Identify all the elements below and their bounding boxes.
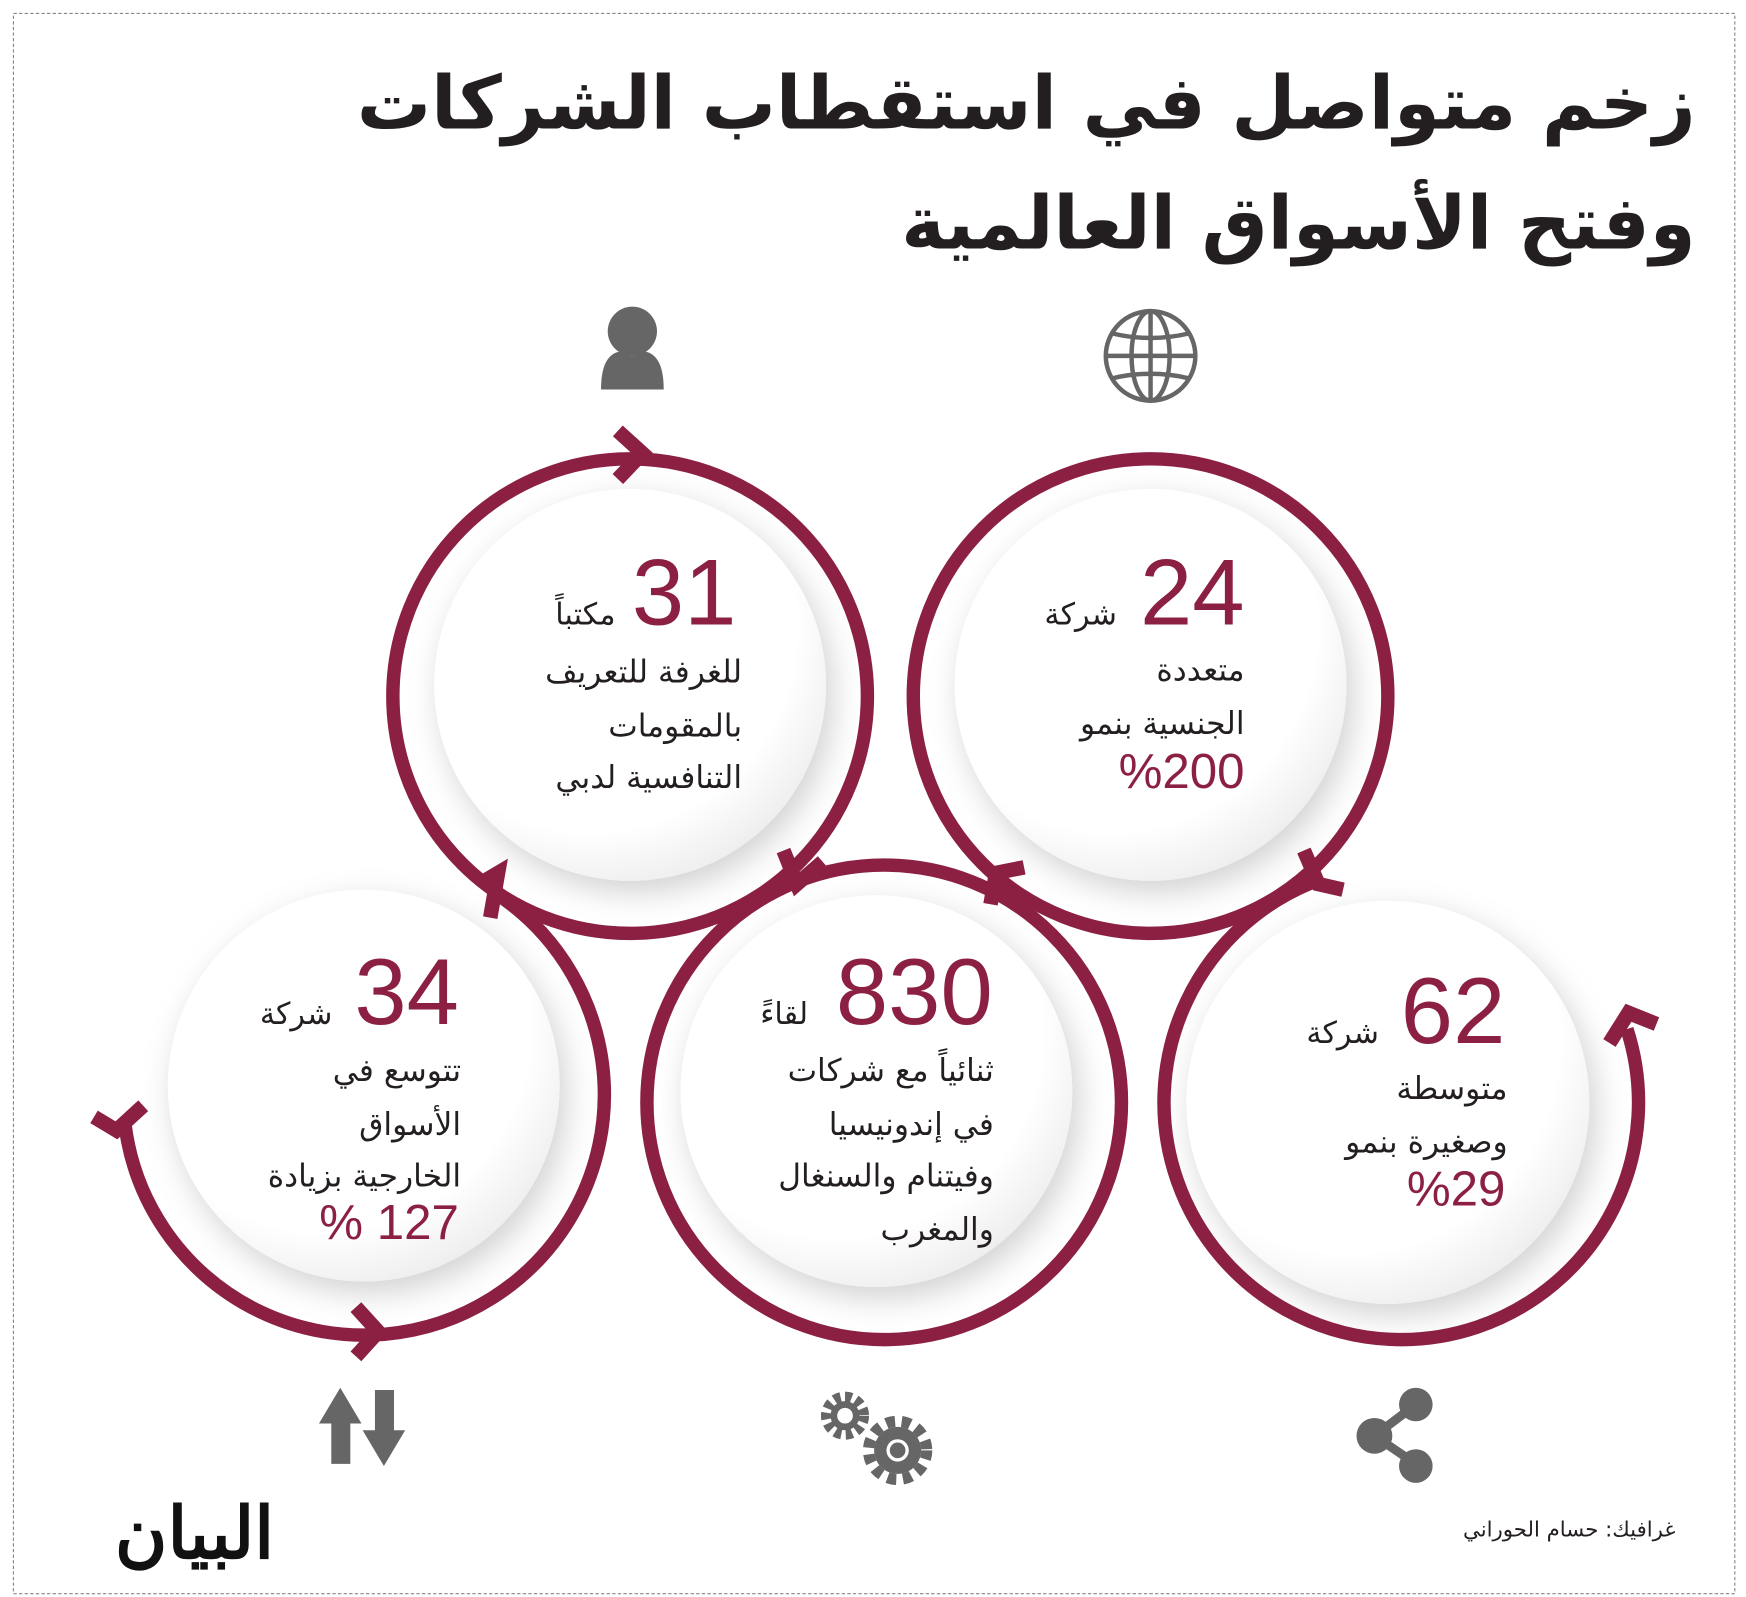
flow-arrows (90, 425, 1660, 1362)
ring-meetings (640, 858, 1129, 1347)
title-line-2: وفتح الأسواق العالمية (901, 178, 1695, 267)
stat-line: بالمقومات (608, 708, 742, 744)
graphic-credit: غرافيك: حسام الحوراني (1463, 1518, 1675, 1543)
stat-line: التنافسية لدبي (555, 760, 742, 796)
stat-unit-sme: شركة (1306, 1016, 1379, 1051)
stat-line: تتوسع في (333, 1053, 461, 1089)
stat-unit-meetings: لقاءً (760, 997, 808, 1032)
stat-number-multinational: 24 (1140, 539, 1245, 644)
arrow-tail-start (90, 1100, 149, 1140)
stat-percent-multinational: %200 (1119, 744, 1245, 799)
arrow-head-right (1297, 847, 1345, 897)
ring-expansion (118, 887, 612, 1342)
share-icon (1356, 1387, 1433, 1483)
publication-logo: البيان (115, 1491, 274, 1575)
ring-sme (1157, 873, 1646, 1347)
stat-number-expansion: 34 (354, 939, 459, 1044)
title-line-1: زخم متواصل في استقطاب الشركات (357, 61, 1696, 147)
person-icon (601, 306, 664, 390)
stat-line: في إندونيسيا (829, 1107, 994, 1143)
stat-percent-sme: %29 (1407, 1161, 1506, 1216)
arrow-head-end (1603, 1003, 1660, 1047)
gears-icon (820, 1391, 933, 1486)
stat-number-sme: 62 (1401, 958, 1506, 1063)
stat-line: الأسواق (359, 1105, 461, 1143)
stat-unit-offices: مكتباً (555, 593, 616, 633)
disc-sme (1186, 900, 1590, 1304)
arrow-head-bottom (350, 1302, 389, 1362)
stat-line: الخارجية بزيادة (268, 1158, 461, 1194)
disc-expansion (167, 889, 560, 1282)
arrow-head-mid-right (983, 860, 1026, 906)
stat-line: ثنائياً مع شركات (788, 1048, 994, 1089)
stat-number-meetings: 830 (836, 939, 993, 1044)
stat-unit-expansion: شركة (260, 997, 333, 1032)
stat-line: متوسطة (1396, 1071, 1507, 1107)
stat-unit-multinational: شركة (1044, 597, 1117, 632)
disc-meetings (680, 895, 1073, 1288)
stat-number-offices: 31 (632, 539, 737, 644)
stat-percent-expansion: % 127 (319, 1195, 459, 1250)
globe-icon (1103, 308, 1198, 403)
arrow-head-left-up (475, 858, 508, 919)
stat-line: للغرفة للتعريف (545, 655, 742, 691)
ring-multinational (906, 452, 1395, 941)
stat-line: الجنسية بنمو (1078, 706, 1245, 742)
disc-multinational (954, 489, 1347, 881)
inner-discs (167, 489, 1590, 1304)
stat-line: وفيتنام والسنغال (778, 1158, 994, 1194)
arrow-head-top (612, 425, 653, 485)
stat-line: والمغرب (880, 1212, 993, 1248)
stat-line: متعددة (1156, 652, 1244, 688)
up-down-arrows-icon (318, 1387, 406, 1467)
stat-line: وصغيرة بنمو (1343, 1125, 1507, 1161)
arrow-head-mid-left (776, 847, 828, 897)
disc-offices (434, 489, 826, 881)
